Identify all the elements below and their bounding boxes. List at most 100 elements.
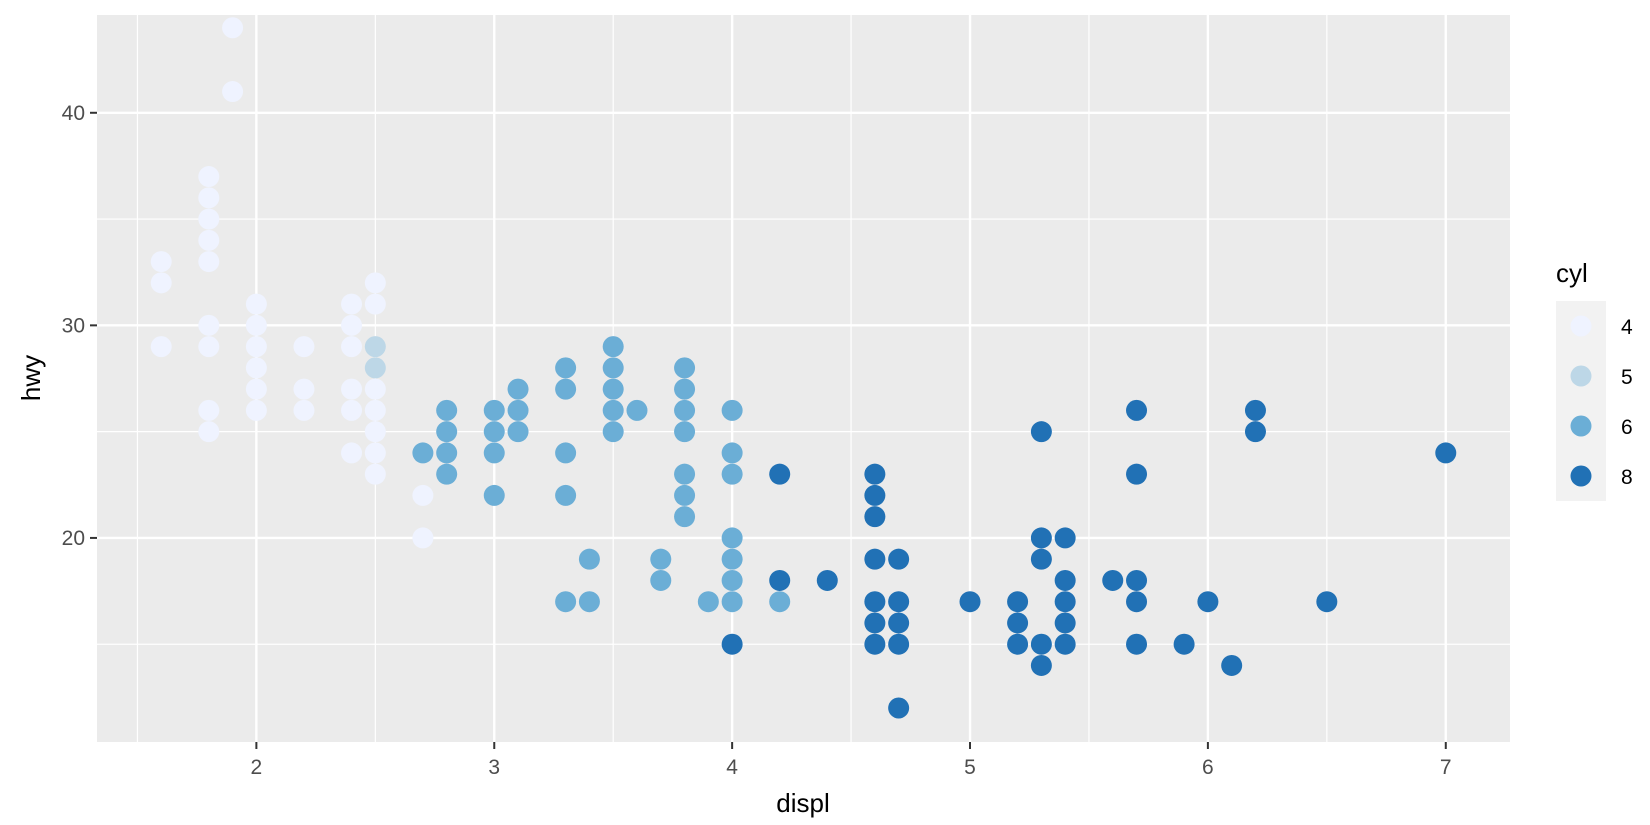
- data-point-cyl-6: [602, 378, 624, 400]
- data-point-cyl-4: [341, 442, 363, 464]
- legend-key-cyl-8: [1570, 465, 1592, 487]
- x-tick-label: 3: [488, 756, 500, 779]
- data-point-cyl-4: [364, 399, 386, 421]
- data-point-cyl-4: [341, 378, 363, 400]
- y-tick-label: 40: [62, 102, 85, 125]
- data-point-cyl-8: [1244, 421, 1266, 443]
- data-point-cyl-8: [1054, 633, 1076, 655]
- legend-key-cyl-6: [1570, 415, 1592, 437]
- data-point-cyl-4: [341, 293, 363, 315]
- data-point-cyl-6: [721, 527, 743, 549]
- data-point-cyl-8: [1435, 442, 1457, 464]
- data-point-cyl-6: [626, 399, 648, 421]
- data-point-cyl-8: [1054, 591, 1076, 613]
- data-point-cyl-4: [341, 336, 363, 358]
- data-point-cyl-8: [1126, 633, 1148, 655]
- data-point-cyl-6: [436, 442, 458, 464]
- data-point-cyl-8: [1007, 591, 1029, 613]
- data-point-cyl-6: [721, 463, 743, 485]
- data-point-cyl-6: [555, 442, 577, 464]
- data-point-cyl-8: [1007, 633, 1029, 655]
- data-point-cyl-4: [198, 421, 220, 443]
- legend: 4 5 6 8: [1570, 315, 1633, 489]
- legend-label: 5: [1621, 366, 1633, 389]
- data-point-cyl-4: [245, 357, 267, 379]
- data-point-cyl-4: [198, 187, 220, 209]
- data-point-cyl-8: [864, 463, 886, 485]
- data-point-cyl-6: [602, 357, 624, 379]
- data-point-cyl-8: [1054, 569, 1076, 591]
- data-point-cyl-4: [364, 463, 386, 485]
- data-point-cyl-5: [364, 336, 386, 358]
- y-tick-label: 30: [62, 314, 85, 337]
- data-point-cyl-4: [293, 399, 315, 421]
- data-point-cyl-8: [1126, 591, 1148, 613]
- data-point-cyl-6: [578, 548, 600, 570]
- data-point-cyl-6: [674, 506, 696, 528]
- data-point-cyl-8: [1126, 569, 1148, 591]
- plot-panel: [97, 15, 1510, 742]
- data-point-cyl-6: [674, 399, 696, 421]
- data-point-cyl-4: [198, 229, 220, 251]
- data-point-cyl-6: [483, 399, 505, 421]
- data-point-cyl-8: [888, 591, 910, 613]
- data-point-cyl-8: [1030, 654, 1052, 676]
- data-point-cyl-6: [602, 336, 624, 358]
- data-point-cyl-4: [341, 314, 363, 336]
- x-tick-label: 4: [726, 756, 738, 779]
- data-point-cyl-8: [1173, 633, 1195, 655]
- data-point-cyl-6: [483, 484, 505, 506]
- data-point-cyl-8: [1316, 591, 1338, 613]
- data-point-cyl-4: [412, 484, 434, 506]
- data-point-cyl-8: [1102, 569, 1124, 591]
- data-point-cyl-6: [555, 484, 577, 506]
- data-point-cyl-6: [674, 463, 696, 485]
- data-point-cyl-4: [245, 293, 267, 315]
- y-axis-ticks: 20 30 40: [62, 102, 97, 550]
- minor-grid: [97, 15, 1510, 742]
- data-point-cyl-8: [1007, 612, 1029, 634]
- data-point-cyl-6: [721, 442, 743, 464]
- data-point-cyl-5: [364, 357, 386, 379]
- data-point-cyl-4: [150, 336, 172, 358]
- legend-key-cyl-5: [1570, 365, 1592, 387]
- data-point-cyl-6: [674, 421, 696, 443]
- data-point-cyl-8: [1221, 654, 1243, 676]
- data-point-cyl-6: [650, 569, 672, 591]
- data-point-cyl-6: [674, 484, 696, 506]
- data-point-cyl-6: [436, 399, 458, 421]
- data-point-cyl-6: [483, 421, 505, 443]
- legend-key-cyl-4: [1570, 315, 1592, 337]
- major-grid: [97, 15, 1510, 742]
- legend-title: cyl: [1556, 258, 1588, 288]
- data-point-cyl-4: [364, 421, 386, 443]
- data-point-cyl-4: [364, 272, 386, 294]
- data-point-cyl-6: [578, 591, 600, 613]
- data-point-cyl-6: [721, 548, 743, 570]
- data-point-cyl-4: [293, 336, 315, 358]
- data-point-cyl-6: [507, 421, 529, 443]
- data-point-cyl-6: [602, 421, 624, 443]
- data-point-cyl-4: [245, 336, 267, 358]
- y-axis-title: hwy: [16, 355, 46, 401]
- data-point-cyl-6: [555, 378, 577, 400]
- data-point-cyl-4: [341, 399, 363, 421]
- data-point-cyl-8: [1030, 527, 1052, 549]
- data-point-cyl-6: [555, 357, 577, 379]
- x-tick-label: 2: [251, 756, 263, 779]
- data-point-cyl-4: [364, 378, 386, 400]
- data-point-cyl-8: [888, 697, 910, 719]
- data-point-cyl-8: [1054, 527, 1076, 549]
- data-point-cyl-6: [555, 591, 577, 613]
- data-point-cyl-8: [864, 484, 886, 506]
- data-point-cyl-8: [816, 569, 838, 591]
- data-point-cyl-4: [245, 378, 267, 400]
- data-point-cyl-8: [721, 633, 743, 655]
- data-point-cyl-8: [864, 591, 886, 613]
- data-point-cyl-8: [888, 633, 910, 655]
- x-tick-label: 5: [964, 756, 976, 779]
- data-point-cyl-6: [674, 378, 696, 400]
- data-point-cyl-6: [674, 357, 696, 379]
- data-point-cyl-6: [602, 399, 624, 421]
- data-point-cyl-6: [721, 591, 743, 613]
